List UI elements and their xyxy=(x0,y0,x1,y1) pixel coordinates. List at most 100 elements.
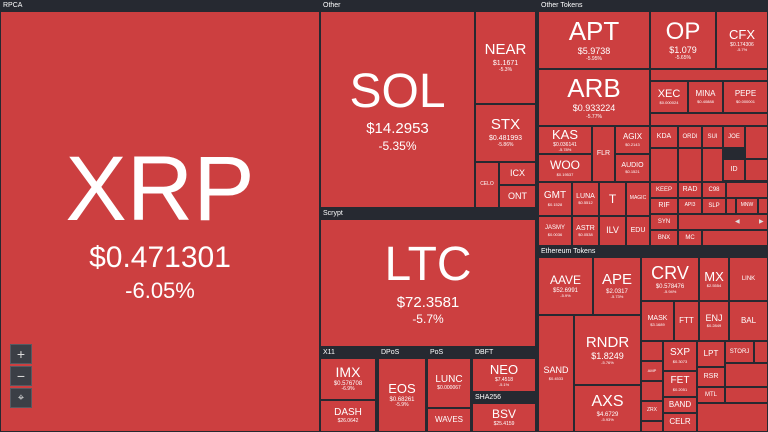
tile-kas[interactable]: KAS $0.036141 -5.78% xyxy=(538,126,592,154)
tile-mc[interactable]: MC xyxy=(678,230,702,246)
tile-xec[interactable]: XEC $0.000024 xyxy=(650,81,688,113)
tile-small[interactable] xyxy=(702,230,768,246)
tile-symbol: KAS xyxy=(551,126,578,142)
tile-ilv[interactable]: ILV xyxy=(599,216,626,246)
tile-flr[interactable]: FLR xyxy=(592,126,615,182)
tile-band[interactable]: BAND xyxy=(663,397,697,413)
tile-small[interactable] xyxy=(726,198,736,214)
tile-sui[interactable]: SUI xyxy=(702,126,723,148)
tile-bal[interactable]: BAL xyxy=(729,301,768,341)
tile-t[interactable]: T xyxy=(599,182,626,216)
tile-sxp[interactable]: SXP $0.3073 xyxy=(663,341,697,371)
tile-small[interactable] xyxy=(725,363,768,387)
tile-small[interactable] xyxy=(697,403,768,432)
tile-eos[interactable]: EOS $0.68261 -5.9% xyxy=(378,358,426,432)
tile-keep[interactable]: KEEP xyxy=(650,182,678,198)
tile-symbol: API3 xyxy=(684,202,696,209)
tile-magic[interactable]: MAGIC xyxy=(626,182,650,216)
tile-rif[interactable]: RIF xyxy=(650,198,678,214)
tile-xrp[interactable]: XRP $0.471301 -6.05% xyxy=(0,11,320,432)
tile-icx[interactable]: ICX xyxy=(499,162,536,185)
tile-enj[interactable]: ENJ $0.2849 xyxy=(699,301,729,341)
tile-agix[interactable]: AGIX $0.2143 xyxy=(615,126,650,154)
tile-gmt[interactable]: GMT $0.1528 xyxy=(538,182,572,216)
tile-near[interactable]: NEAR $1.1671 -5.3% xyxy=(475,11,536,104)
tile-mx[interactable]: MX $2.5554 xyxy=(699,257,729,301)
tile-ordi[interactable]: ORDI xyxy=(678,126,702,148)
tile-zrx[interactable]: ZRX xyxy=(641,401,663,421)
tile-id[interactable]: ID xyxy=(723,159,745,181)
tile-celo[interactable]: CELO xyxy=(475,162,499,208)
tile-edu[interactable]: EDU xyxy=(626,216,650,246)
tile-pepe[interactable]: PEPE $0.000001 xyxy=(723,81,768,113)
tile-imx[interactable]: IMX $0.576708 -6.9% xyxy=(320,358,376,400)
tile-apt[interactable]: APT $5.9738 -5.95% xyxy=(538,11,650,69)
tile-sand[interactable]: SAND $0.4533 xyxy=(538,315,574,432)
tile-price: $3.1689 xyxy=(650,322,665,328)
tile-rad[interactable]: RAD xyxy=(678,182,702,198)
tile-joe[interactable]: JOE xyxy=(723,126,745,148)
tile-syn[interactable]: SYN xyxy=(650,214,678,230)
tile-ltc[interactable]: LTC $72.3581 -5.7% xyxy=(320,219,536,347)
tile-small[interactable] xyxy=(758,198,768,214)
tile-c98[interactable]: C98 xyxy=(702,182,726,198)
tile-neo[interactable]: NEO $7.4518 -5.1% xyxy=(472,358,536,392)
tile-small[interactable] xyxy=(678,214,768,230)
tile-ape[interactable]: APE $2.0317 -5.73% xyxy=(593,257,641,315)
tile-storj[interactable]: STORJ xyxy=(725,341,754,363)
tile-link[interactable]: LINK xyxy=(729,257,768,301)
tile-audio[interactable]: AUDIO $0.1521 xyxy=(615,154,650,182)
tile-small[interactable] xyxy=(725,387,768,403)
tile-aave[interactable]: AAVE $52.6991 -5.9% xyxy=(538,257,593,315)
tile-small[interactable] xyxy=(641,381,663,401)
tile-dash[interactable]: DASH $26.0642 xyxy=(320,400,376,432)
tile-ont[interactable]: ONT xyxy=(499,185,536,208)
tile-amp[interactable]: AMP xyxy=(641,361,663,381)
tile-celr[interactable]: CELR xyxy=(663,413,697,432)
tile-crv[interactable]: CRV $0.578476 -5.94% xyxy=(641,257,699,301)
tile-bsv[interactable]: BSV $25.4159 xyxy=(472,403,536,432)
tile-small[interactable] xyxy=(726,182,768,198)
tile-small[interactable] xyxy=(641,421,663,432)
tile-ftt[interactable]: FTT xyxy=(674,301,699,341)
tile-astr[interactable]: ASTR $0.0538 xyxy=(572,216,599,246)
tile-mnw[interactable]: MNW xyxy=(736,198,758,214)
tile-fet[interactable]: FET $0.2051 xyxy=(663,371,697,397)
tile-bnx[interactable]: BNX xyxy=(650,230,678,246)
zoom-out-button[interactable]: − xyxy=(10,366,32,386)
reset-zoom-button[interactable]: ⌖ xyxy=(10,388,32,408)
tile-mask[interactable]: MASK $3.1689 xyxy=(641,301,674,341)
tile-sol[interactable]: SOL $14.2953 -5.35% xyxy=(320,11,475,208)
tile-waves[interactable]: WAVES xyxy=(427,408,471,432)
tile-lpt[interactable]: LPT xyxy=(697,341,725,367)
tile-rndr[interactable]: RNDR $1.8249 -5.76% xyxy=(574,315,641,385)
tile-small[interactable] xyxy=(745,126,768,159)
tile-rsr[interactable]: RSR xyxy=(697,367,725,387)
tile-api3[interactable]: API3 xyxy=(678,198,702,214)
tile-axs[interactable]: AXS $4.6729 -5.93% xyxy=(574,385,641,432)
tile-woo[interactable]: WOO $0.19537 xyxy=(538,154,592,182)
tile-small[interactable] xyxy=(650,113,768,126)
tile-stx[interactable]: STX $0.481993 -5.86% xyxy=(475,104,536,162)
tile-luna[interactable]: LUNA $0.5512 xyxy=(572,182,599,216)
tile-jasmy[interactable]: JASMY $0.0036 xyxy=(538,216,572,246)
scroll-right-arrow[interactable]: ▶ xyxy=(759,219,764,225)
tile-small[interactable] xyxy=(650,148,678,182)
scroll-left-arrow[interactable]: ◀ xyxy=(735,219,740,225)
zoom-in-button[interactable]: + xyxy=(10,344,32,364)
tile-mtl[interactable]: MTL xyxy=(697,387,725,403)
tile-slp[interactable]: SLP xyxy=(702,198,726,214)
tile-mina[interactable]: MINA $0.40888 xyxy=(688,81,723,113)
tile-symbol: KEEP xyxy=(655,186,672,193)
tile-arb[interactable]: ARB $0.933224 -5.77% xyxy=(538,69,650,126)
tile-cfx[interactable]: CFX $0.174306 -5.7% xyxy=(716,11,768,69)
tile-small[interactable] xyxy=(650,69,768,81)
tile-small[interactable] xyxy=(702,148,723,182)
tile-lunc[interactable]: LUNC $0.000067 xyxy=(427,358,471,408)
tile-kda[interactable]: KDA xyxy=(650,126,678,148)
tile-small[interactable] xyxy=(641,341,663,361)
tile-small[interactable] xyxy=(745,159,768,181)
tile-op[interactable]: OP $1.079 -5.65% xyxy=(650,11,716,69)
tile-small[interactable] xyxy=(754,341,768,363)
tile-small[interactable] xyxy=(678,148,702,182)
